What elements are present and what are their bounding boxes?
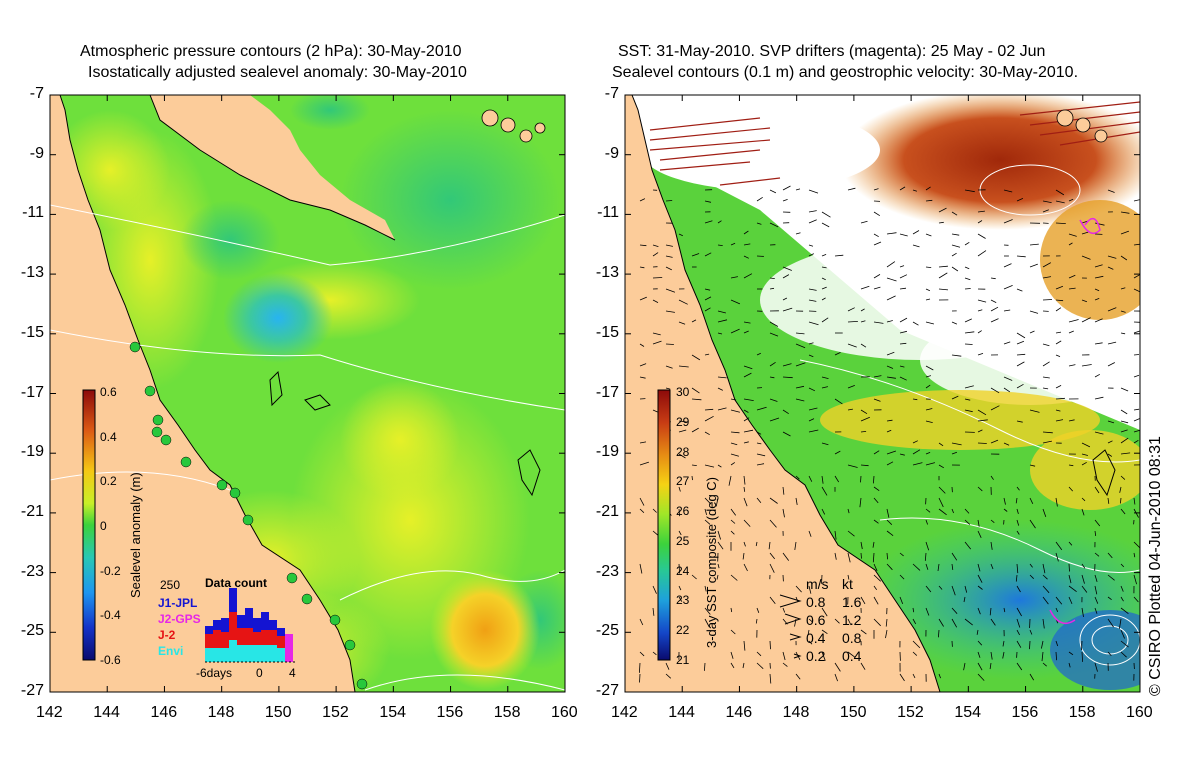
inset-xtick-0: -6days	[196, 666, 233, 680]
right-ytick-10: -27	[595, 682, 619, 699]
right-xtick-1: 144	[668, 704, 695, 721]
sla-colorbar-tick-1: 0.4	[100, 429, 117, 444]
velocity-row-0-ms: 0.8	[806, 594, 826, 610]
left-xtick-6: 154	[379, 704, 407, 721]
left-xtick-2: 146	[150, 704, 178, 721]
velocity-row-2-kt: 0.8	[842, 630, 862, 646]
velocity-header-kt: kt	[842, 576, 853, 592]
right-title-line1: SST: 31-May-2010. SVP drifters (magenta)…	[618, 43, 1046, 60]
right-xtick-3: 148	[782, 704, 810, 721]
inset-count-max: 250	[160, 578, 181, 592]
right-ytick-5: -17	[595, 383, 619, 401]
right-ytick-8: -23	[595, 562, 619, 580]
left-ytick-6: -19	[20, 443, 44, 461]
sst-colorbar-tick-1: 29	[676, 414, 690, 429]
left-ytick-8: -23	[20, 562, 44, 580]
velocity-legend-arrows	[779, 594, 802, 659]
right-xtick-5: 152	[897, 704, 924, 721]
right-ytick-6: -19	[595, 443, 619, 461]
sla-colorbar-tick-6: -0.6	[100, 653, 121, 667]
left-ytick-10: -27	[20, 682, 44, 699]
sst-colorbar-label: 3-day SST composite (deg C)	[704, 477, 719, 648]
velocity-row-1-ms: 0.6	[806, 612, 826, 628]
inset-series-3: Envi	[158, 644, 184, 658]
sst-colorbar-tick-3: 27	[676, 474, 690, 489]
right-xtick-4: 150	[839, 704, 867, 721]
right-ytick-2: -11	[597, 204, 619, 222]
sla-colorbar-tick-4: -0.2	[100, 563, 121, 578]
sla-colorbar-label: Sealevel anomaly (m)	[128, 472, 143, 598]
right-xtick-2: 146	[725, 704, 753, 721]
right-xtick-9: 160	[1126, 704, 1153, 721]
left-map	[50, 95, 565, 692]
right-xtick-6: 154	[954, 704, 982, 721]
inset-series-1: J2-GPS	[158, 612, 201, 626]
velocity-row-2-ms: 0.4	[806, 630, 826, 646]
sst-colorbar-tick-7: 23	[676, 593, 690, 608]
right-xtick-8: 158	[1068, 704, 1096, 721]
sst-colorbar-tick-6: 24	[676, 563, 690, 578]
data-count-inset	[205, 588, 295, 663]
sla-colorbar-tick-5: -0.4	[100, 608, 121, 623]
velocity-row-0-kt: 1.6	[842, 594, 862, 610]
right-ytick-1: -9	[604, 144, 619, 162]
sla-colorbar-tick-3: 0	[100, 519, 107, 533]
sla-colorbar	[82, 389, 96, 661]
left-ytick-1: -9	[29, 144, 44, 162]
inset-series-2: J-2	[158, 628, 176, 642]
right-ytick-7: -21	[595, 502, 619, 520]
sst-colorbar-tick-9: 21	[676, 653, 690, 667]
sst-colorbar-tick-2: 28	[676, 444, 690, 459]
right-title-line2: Sealevel contours (0.1 m) and geostrophi…	[612, 64, 1079, 81]
copyright-text: © CSIRO Plotted 04-Jun-2010 08:31	[1147, 436, 1164, 696]
right-map	[625, 95, 1140, 692]
left-title-line2: Isostatically adjusted sealevel anomaly:…	[88, 64, 467, 81]
left-xtick-9: 160	[551, 704, 578, 721]
velocity-row-1-kt: 1.2	[842, 612, 862, 628]
right-xtick-0: 142	[611, 704, 638, 721]
sla-colorbar-tick-0: 0.6	[100, 385, 117, 399]
left-ytick-3: -13	[20, 264, 44, 282]
sla-colorbar-tick-2: 0.2	[100, 474, 117, 489]
velocity-row-3-kt: 0.4	[842, 648, 862, 664]
left-xtick-5: 152	[322, 704, 349, 721]
inset-xtick-2: 4	[289, 666, 296, 680]
left-title-line1: Atmospheric pressure contours (2 hPa): 3…	[80, 43, 462, 60]
sst-colorbar-tick-5: 25	[676, 533, 690, 548]
left-xtick-7: 156	[436, 704, 464, 721]
left-xtick-4: 150	[264, 704, 292, 721]
right-ytick-0: -7	[604, 85, 619, 102]
right-ytick-3: -13	[595, 264, 619, 282]
left-ytick-0: -7	[29, 85, 44, 102]
left-ytick-7: -21	[20, 502, 44, 520]
left-xtick-8: 158	[493, 704, 521, 721]
sst-colorbar-tick-4: 26	[676, 504, 690, 519]
left-xtick-0: 142	[36, 704, 63, 721]
left-ytick-4: -15	[20, 323, 44, 341]
velocity-header-ms: m/s	[806, 576, 829, 592]
left-ytick-9: -25	[20, 622, 44, 640]
left-xtick-1: 144	[93, 704, 120, 721]
inset-title: Data count	[205, 576, 268, 590]
right-ytick-4: -15	[595, 323, 619, 341]
right-xtick-7: 156	[1011, 704, 1039, 721]
inset-xtick-1: 0	[256, 666, 263, 680]
inset-series-0: J1-JPL	[158, 596, 198, 610]
right-ytick-9: -25	[595, 622, 619, 640]
left-ytick-5: -17	[20, 383, 44, 401]
sst-colorbar-tick-0: 30	[676, 385, 690, 399]
sst-colorbar	[657, 389, 671, 661]
left-xtick-3: 148	[207, 704, 235, 721]
velocity-row-3-ms: 0.2	[806, 648, 826, 664]
sst-colorbar-tick-8: 22	[676, 623, 690, 638]
left-ytick-2: -11	[22, 204, 44, 222]
